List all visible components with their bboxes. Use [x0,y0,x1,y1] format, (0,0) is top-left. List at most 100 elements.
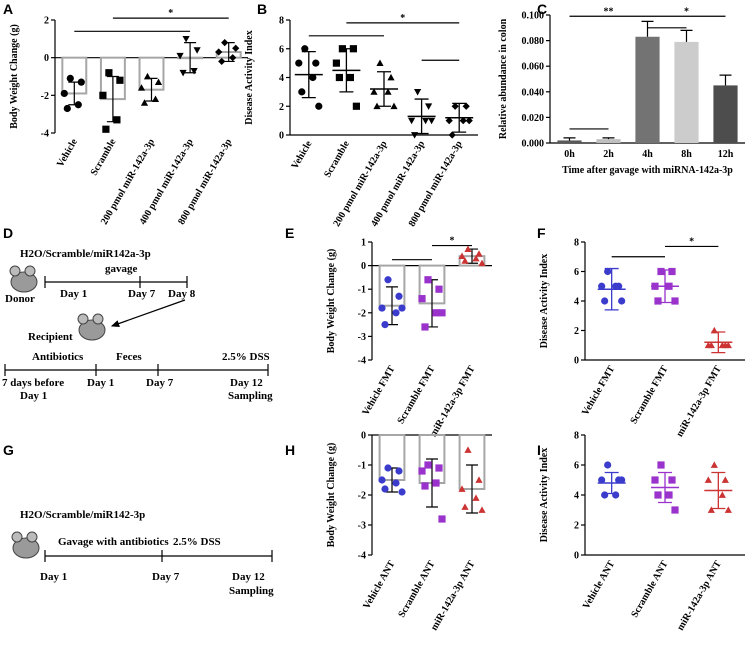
data-point [704,476,712,483]
data-point [612,282,620,290]
data-point [464,245,472,252]
data-point [718,341,726,349]
data-point [346,73,354,82]
data-point [710,461,718,468]
bar [635,36,660,144]
data-point [425,103,433,110]
data-point [598,282,606,290]
data-point [102,125,110,133]
data-point [421,323,429,331]
y-tick-label: 0 [574,356,579,367]
y-axis-label: Body Weight Change (g) [326,249,337,354]
y-tick-label: 0.020 [522,113,545,124]
error-bar [563,137,576,141]
data-point [724,506,732,513]
panel-label: H [285,442,295,458]
y-tick-label: 4 [574,491,579,502]
y-tick-label: 0 [574,551,579,562]
x-tick-label: 12h [718,149,734,160]
y-tick-label: 0.060 [522,62,545,73]
data-point [707,341,715,349]
y-tick-label: -1 [358,461,366,472]
y-tick-label: 4 [574,297,579,308]
data-point [598,476,606,484]
data-point [66,74,74,82]
data-point [601,491,609,499]
data-point [668,267,676,276]
x-tick-label: miR-142a-3p ANT [429,559,478,633]
x-tick-label: Vehicle [289,139,314,172]
y-tick-label: -2 [358,308,366,319]
data-point [390,102,398,110]
data-point [384,276,392,284]
treatment: H2O/Scramble/miR142-3p [20,509,145,521]
data-point [387,73,395,81]
x-tick-label: miR-142a-3p FMT [674,364,724,439]
y-axis-label: Body Weight Change (g) [9,24,20,129]
day: Day 7 [152,571,180,583]
data-point [338,45,346,53]
data-point [398,304,406,312]
data-point [461,503,469,510]
error-bar [641,20,654,37]
y-tick-label: -2 [41,91,49,102]
phase: 2.5% DSS [173,536,221,548]
data-point [229,54,237,62]
x-tick-label: miR-142a-3p ANT [675,559,724,633]
data-point [601,297,609,305]
data-point [113,116,121,124]
bar [713,85,738,143]
x-tick-label: Vehicle [55,137,80,170]
panel-label: C [537,1,547,17]
mouse-icon [11,531,40,559]
y-tick-label: -4 [358,551,366,562]
y-axis-label: Disease Activity Index [539,448,550,542]
y-tick-label: 0 [361,431,366,442]
data-point [448,131,456,139]
phase: Feces [116,351,142,363]
panel-label: D [3,225,13,241]
data-point [398,488,406,496]
bar [557,140,582,143]
data-point [438,515,446,523]
day: Sampling [229,585,274,597]
panel-label: I [537,442,541,458]
data-point [462,102,470,110]
y-tick-label: -1 [358,285,366,296]
data-point [376,59,384,67]
data-point [105,69,113,77]
data-point [414,88,422,96]
data-point [475,476,483,483]
data-point [381,321,389,329]
data-point [612,491,620,499]
y-tick-label: 0.100 [522,11,545,22]
y-tick-label: 2 [44,16,49,27]
data-point [651,476,659,484]
x-tick-label: Scramble FMT [395,364,437,426]
data-point [312,59,320,67]
x-tick-label: miR-142a-3p FMT [428,364,478,439]
significance-label: * [689,236,694,247]
data-point [384,464,392,472]
day: Day 1 [87,377,114,389]
bar [596,139,621,143]
data-point [459,117,467,125]
data-point [618,297,626,305]
data-point [710,326,718,334]
day: Day 8 [168,288,196,300]
x-tick-label: Scramble FMT [628,364,670,426]
data-point [665,282,673,290]
y-tick-label: 8 [574,431,579,442]
y-tick-label: -3 [358,332,366,343]
label: Recipient [28,331,73,343]
y-tick-label: 4 [279,73,284,84]
data-point [668,476,676,484]
panel-label: E [285,225,294,241]
data-point [381,485,389,493]
data-point [651,282,659,290]
step: gavage [105,263,138,275]
y-axis-label: Disease Activity Index [244,30,255,124]
y-tick-label: 6 [279,44,284,55]
day: 7 days before [2,377,64,389]
data-point [151,95,160,102]
